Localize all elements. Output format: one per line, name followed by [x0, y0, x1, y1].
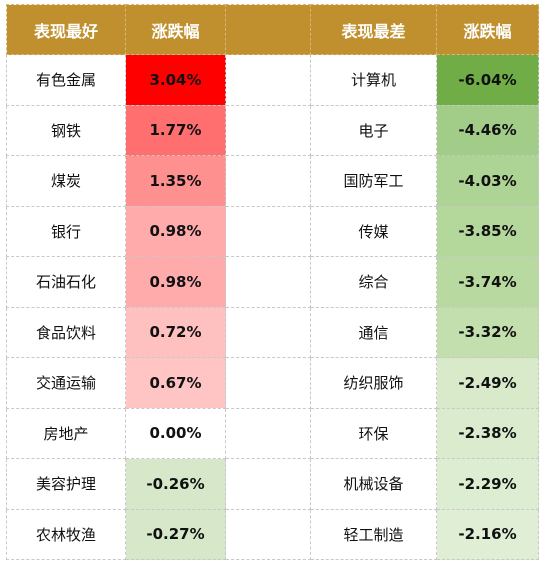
best-industry-change: -0.26% — [125, 458, 226, 510]
worst-industry-change: -3.85% — [436, 205, 539, 257]
row-spacer — [225, 407, 311, 459]
row-spacer — [225, 104, 311, 156]
worst-industry-change: -4.03% — [436, 155, 539, 207]
best-industry-change: 0.98% — [125, 256, 226, 308]
worst-industry-name: 传媒 — [310, 205, 437, 257]
best-industry-change: 1.35% — [125, 155, 226, 207]
table-row: 交通运输 0.67% 纺织服饰 -2.49% — [6, 357, 539, 409]
best-industry-name: 有色金属 — [6, 54, 126, 106]
table-row: 农林牧渔 -0.27% 轻工制造 -2.16% — [6, 508, 539, 560]
table-row: 煤炭 1.35% 国防军工 -4.03% — [6, 155, 539, 207]
row-spacer — [225, 357, 311, 409]
worst-industry-change: -2.49% — [436, 357, 539, 409]
row-spacer — [225, 54, 311, 106]
row-spacer — [225, 256, 311, 308]
best-change-header: 涨跌幅 — [125, 4, 226, 55]
table-row: 石油石化 0.98% 综合 -3.74% — [6, 256, 539, 308]
best-industry-name: 交通运输 — [6, 357, 126, 409]
header-spacer — [225, 4, 311, 55]
worst-industry-change: -3.32% — [436, 306, 539, 358]
worst-industry-name: 机械设备 — [310, 458, 437, 510]
worst-industry-name: 国防军工 — [310, 155, 437, 207]
table-row: 有色金属 3.04% 计算机 -6.04% — [6, 54, 539, 106]
worst-industry-name: 综合 — [310, 256, 437, 308]
row-spacer — [225, 458, 311, 510]
best-industry-name: 石油石化 — [6, 256, 126, 308]
row-spacer — [225, 306, 311, 358]
worst-industry-change: -3.74% — [436, 256, 539, 308]
best-industry-name: 农林牧渔 — [6, 508, 126, 560]
industry-performance-table: 表现最好 涨跌幅 表现最差 涨跌幅 有色金属 3.04% 计算机 -6.04% … — [6, 4, 539, 560]
row-spacer — [225, 508, 311, 560]
best-industry-name: 银行 — [6, 205, 126, 257]
table-row: 房地产 0.00% 环保 -2.38% — [6, 407, 539, 459]
table-row: 银行 0.98% 传媒 -3.85% — [6, 205, 539, 257]
table-row: 食品饮料 0.72% 通信 -3.32% — [6, 306, 539, 358]
worst-industry-change: -2.16% — [436, 508, 539, 560]
worst-industry-name: 电子 — [310, 104, 437, 156]
best-industry-change: 0.67% — [125, 357, 226, 409]
worst-industry-change: -4.46% — [436, 104, 539, 156]
worst-industry-name: 通信 — [310, 306, 437, 358]
best-industry-change: 3.04% — [125, 54, 226, 106]
best-industry-change: 0.00% — [125, 407, 226, 459]
best-header: 表现最好 — [6, 4, 126, 55]
worst-industry-name: 轻工制造 — [310, 508, 437, 560]
worst-industry-name: 纺织服饰 — [310, 357, 437, 409]
industry-performance-table-wrapper: 表现最好 涨跌幅 表现最差 涨跌幅 有色金属 3.04% 计算机 -6.04% … — [6, 4, 539, 560]
worst-industry-change: -2.29% — [436, 458, 539, 510]
best-industry-name: 房地产 — [6, 407, 126, 459]
row-spacer — [225, 155, 311, 207]
worst-change-header: 涨跌幅 — [436, 4, 539, 55]
worst-industry-name: 环保 — [310, 407, 437, 459]
row-spacer — [225, 205, 311, 257]
table-row: 美容护理 -0.26% 机械设备 -2.29% — [6, 458, 539, 510]
worst-header: 表现最差 — [310, 4, 437, 55]
best-industry-change: 0.72% — [125, 306, 226, 358]
table-row: 钢铁 1.77% 电子 -4.46% — [6, 104, 539, 156]
worst-industry-name: 计算机 — [310, 54, 437, 106]
best-industry-change: 1.77% — [125, 104, 226, 156]
best-industry-name: 钢铁 — [6, 104, 126, 156]
worst-industry-change: -6.04% — [436, 54, 539, 106]
header-row: 表现最好 涨跌幅 表现最差 涨跌幅 — [6, 4, 539, 55]
table-body: 有色金属 3.04% 计算机 -6.04% 钢铁 1.77% 电子 -4.46%… — [6, 54, 539, 560]
best-industry-name: 美容护理 — [6, 458, 126, 510]
best-industry-change: -0.27% — [125, 508, 226, 560]
worst-industry-change: -2.38% — [436, 407, 539, 459]
best-industry-name: 食品饮料 — [6, 306, 126, 358]
best-industry-change: 0.98% — [125, 205, 226, 257]
best-industry-name: 煤炭 — [6, 155, 126, 207]
